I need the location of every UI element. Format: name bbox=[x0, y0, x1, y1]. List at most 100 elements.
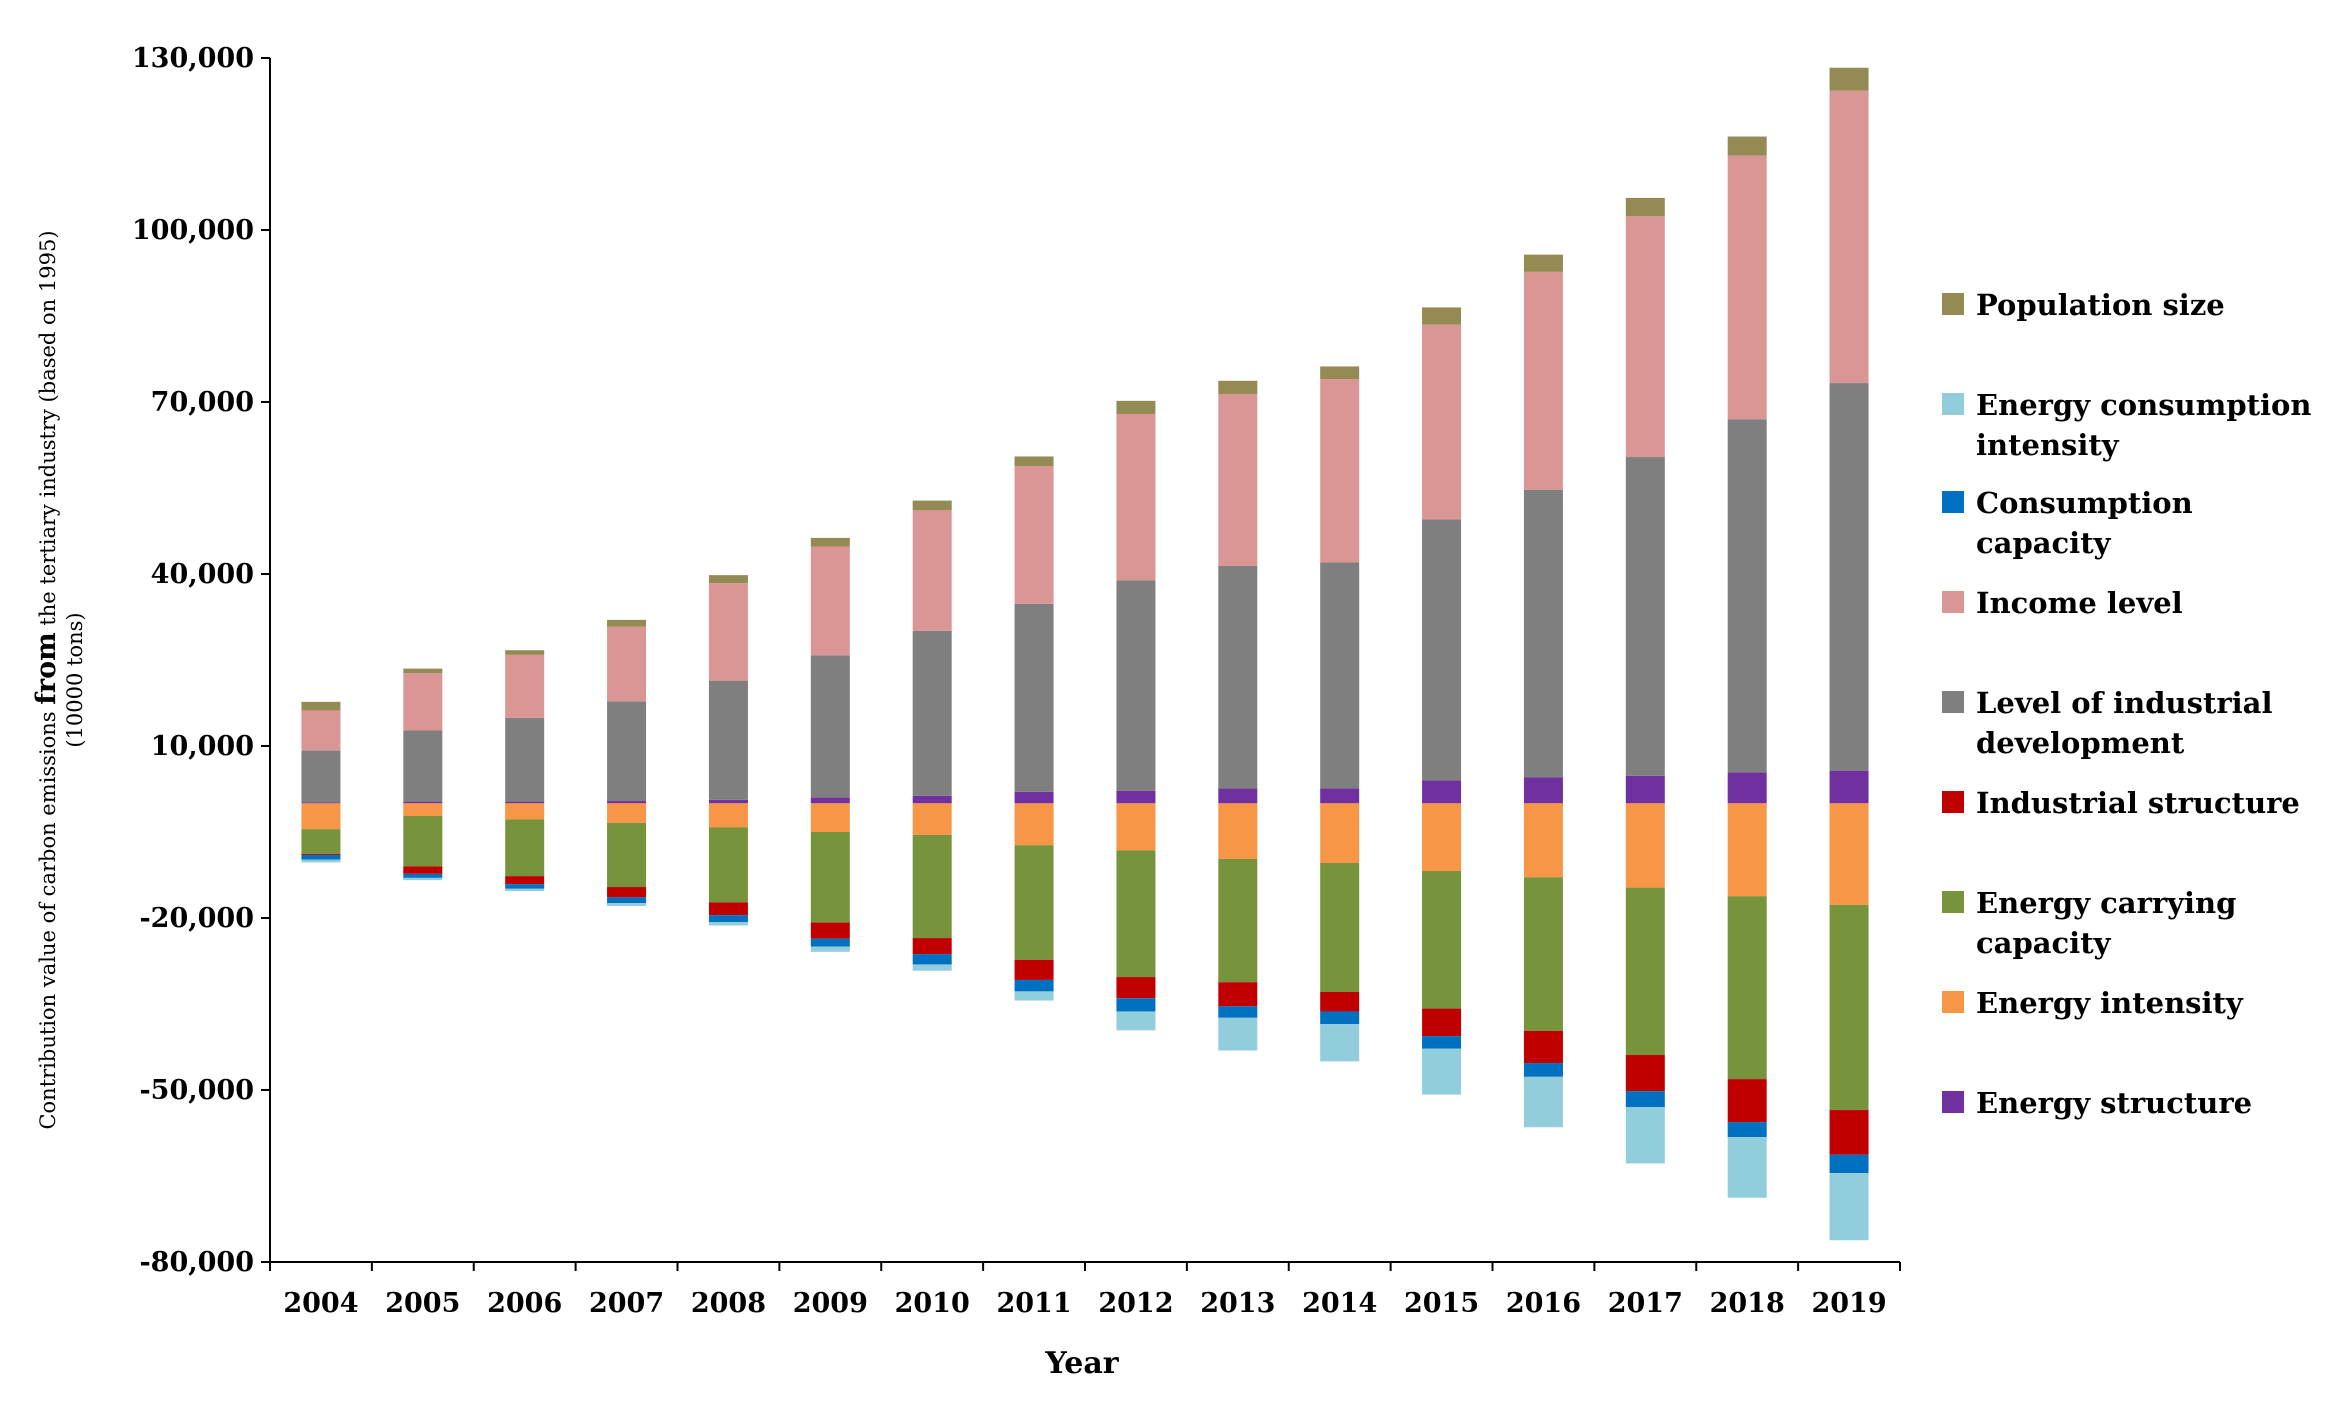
bar-2018-energy-carrying-capacity bbox=[1727, 896, 1767, 1080]
bar-2004-income-level bbox=[301, 710, 341, 751]
bar-2006-consumption-capacity bbox=[505, 884, 545, 889]
bar-2010-energy-consumption-intensity bbox=[912, 964, 952, 971]
legend-swatch bbox=[1942, 891, 1964, 913]
legend-item-energy-structure: Energy structure bbox=[1942, 1086, 2252, 1120]
x-tick-label: 2017 bbox=[1608, 1288, 1683, 1319]
legend-label: Income level bbox=[1976, 586, 2183, 620]
bar-2016-population-size bbox=[1523, 254, 1563, 272]
bar-2014-industrial-structure bbox=[1320, 991, 1360, 1012]
legend-label: capacity bbox=[1976, 526, 2112, 560]
bar-2018-level-of-industrial-development bbox=[1727, 419, 1767, 773]
bar-2012-energy-carrying-capacity bbox=[1116, 850, 1156, 978]
bar-2014-energy-intensity bbox=[1320, 803, 1360, 863]
bar-2016-energy-intensity bbox=[1523, 803, 1563, 878]
bar-2013-consumption-capacity bbox=[1218, 1006, 1258, 1018]
bar-2010-energy-carrying-capacity bbox=[912, 834, 952, 939]
bar-2008-energy-intensity bbox=[708, 803, 748, 828]
bar-2006-energy-consumption-intensity bbox=[505, 888, 545, 892]
legend-item-energy-intensity: Energy intensity bbox=[1942, 986, 2244, 1020]
bar-2009-income-level bbox=[810, 546, 850, 656]
legend-label: Energy structure bbox=[1976, 1086, 2252, 1120]
y-tick-label: -20,000 bbox=[139, 903, 254, 934]
bar-2013-energy-carrying-capacity bbox=[1218, 858, 1258, 983]
bar-2008-level-of-industrial-development bbox=[708, 680, 748, 800]
bar-2004-energy-intensity bbox=[301, 803, 341, 830]
bar-2009-population-size bbox=[810, 537, 850, 547]
bar-2016-energy-carrying-capacity bbox=[1523, 877, 1563, 1031]
bar-2016-level-of-industrial-development bbox=[1523, 489, 1563, 778]
legend-item-income-level: Income level bbox=[1942, 586, 2183, 620]
bar-2017-income-level bbox=[1625, 216, 1665, 458]
legend-item-level-of-industrial-development: Level of industrial development bbox=[1942, 686, 2272, 760]
x-tick-label: 2015 bbox=[1404, 1288, 1479, 1319]
bar-2019-energy-consumption-intensity bbox=[1829, 1173, 1869, 1241]
x-tick-label: 2012 bbox=[1098, 1288, 1173, 1319]
x-tick-label: 2004 bbox=[283, 1288, 358, 1319]
bar-2017-energy-structure bbox=[1625, 775, 1665, 804]
bar-2006-industrial-structure bbox=[505, 876, 545, 885]
bar-2017-consumption-capacity bbox=[1625, 1091, 1665, 1108]
bar-2019-consumption-capacity bbox=[1829, 1154, 1869, 1174]
bar-2015-industrial-structure bbox=[1422, 1008, 1462, 1037]
bar-2010-level-of-industrial-development bbox=[912, 630, 952, 796]
bar-2004-population-size bbox=[301, 701, 341, 711]
bar-2006-energy-carrying-capacity bbox=[505, 819, 545, 877]
bar-2008-industrial-structure bbox=[708, 902, 748, 916]
y-axis-title-part-1: Contribution value of carbon emissions bbox=[36, 705, 60, 1130]
y-axis-title: Contribution value of carbon emissions f… bbox=[31, 230, 87, 1129]
legend-swatch bbox=[1942, 991, 1964, 1013]
bar-2015-energy-structure bbox=[1422, 780, 1462, 804]
bar-2013-income-level bbox=[1218, 393, 1258, 566]
bar-2019-industrial-structure bbox=[1829, 1110, 1869, 1155]
bar-2012-population-size bbox=[1116, 400, 1156, 415]
bar-2015-level-of-industrial-development bbox=[1422, 519, 1462, 781]
bar-2005-energy-structure bbox=[403, 801, 443, 804]
bar-2019-level-of-industrial-development bbox=[1829, 383, 1869, 771]
bar-2014-consumption-capacity bbox=[1320, 1011, 1360, 1025]
bar-2005-consumption-capacity bbox=[403, 873, 443, 878]
bar-2004-energy-structure bbox=[301, 802, 341, 804]
bar-2015-energy-consumption-intensity bbox=[1422, 1048, 1462, 1095]
x-tick-label: 2018 bbox=[1710, 1288, 1785, 1319]
bar-2016-energy-consumption-intensity bbox=[1523, 1076, 1563, 1128]
bar-2015-income-level bbox=[1422, 324, 1462, 520]
bar-2010-consumption-capacity bbox=[912, 954, 952, 965]
bar-2013-level-of-industrial-development bbox=[1218, 565, 1258, 789]
bar-2005-energy-consumption-intensity bbox=[403, 877, 443, 881]
bar-2009-consumption-capacity bbox=[810, 938, 850, 947]
plot-area bbox=[301, 67, 1869, 1241]
bar-2008-energy-consumption-intensity bbox=[708, 922, 748, 926]
legend-item-energy-consumption-intensity: Energy consumption intensity bbox=[1942, 388, 2311, 462]
legend-label: Energy consumption bbox=[1976, 388, 2311, 422]
bar-2012-energy-intensity bbox=[1116, 803, 1156, 851]
bar-2006-energy-structure bbox=[505, 801, 545, 804]
bar-2009-energy-consumption-intensity bbox=[810, 946, 850, 952]
bar-2009-energy-structure bbox=[810, 797, 850, 804]
bar-2005-energy-carrying-capacity bbox=[403, 815, 443, 867]
bar-2014-level-of-industrial-development bbox=[1320, 562, 1360, 789]
bar-2015-energy-intensity bbox=[1422, 803, 1462, 871]
bar-2017-industrial-structure bbox=[1625, 1055, 1665, 1092]
y-tick-label: 10,000 bbox=[151, 731, 254, 762]
bar-2012-energy-structure bbox=[1116, 790, 1156, 804]
bar-2012-industrial-structure bbox=[1116, 977, 1156, 999]
bar-2008-energy-structure bbox=[708, 799, 748, 804]
bar-2018-income-level bbox=[1727, 155, 1767, 420]
bar-2004-energy-consumption-intensity bbox=[301, 859, 341, 863]
y-tick-label: -80,000 bbox=[139, 1247, 254, 1278]
bar-2016-income-level bbox=[1523, 271, 1563, 490]
bar-2007-level-of-industrial-development bbox=[607, 701, 647, 802]
bar-2018-energy-intensity bbox=[1727, 803, 1767, 897]
legend-swatch bbox=[1942, 393, 1964, 415]
bar-2012-income-level bbox=[1116, 414, 1156, 581]
bar-2016-industrial-structure bbox=[1523, 1030, 1563, 1064]
bar-2018-industrial-structure bbox=[1727, 1079, 1767, 1123]
x-tick-label: 2014 bbox=[1302, 1288, 1377, 1319]
bar-2007-energy-consumption-intensity bbox=[607, 903, 647, 906]
x-tick-label: 2010 bbox=[895, 1288, 970, 1319]
y-tick-label: 70,000 bbox=[151, 387, 254, 418]
bar-2008-population-size bbox=[708, 575, 748, 584]
bar-2007-income-level bbox=[607, 626, 647, 702]
bar-2017-energy-carrying-capacity bbox=[1625, 887, 1665, 1056]
